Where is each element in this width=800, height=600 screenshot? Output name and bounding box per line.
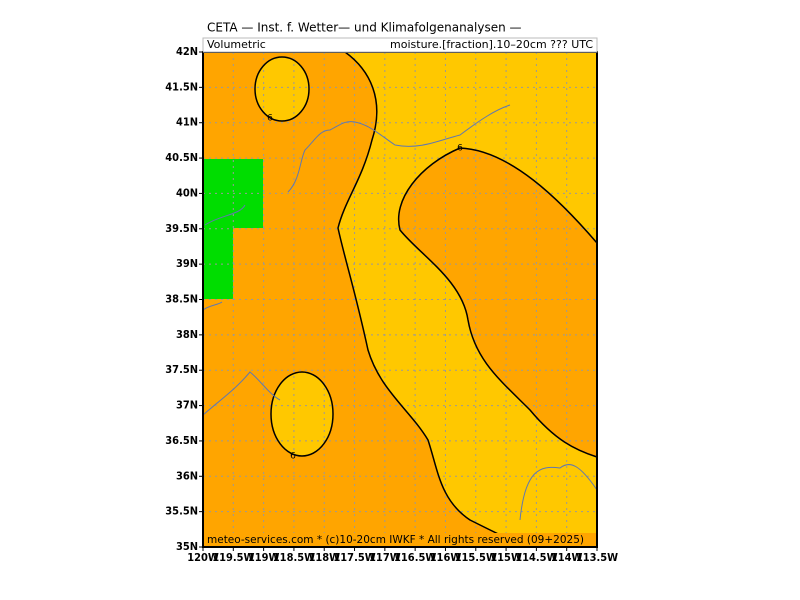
footer: meteo-services.com * (c)10-20cm IWKF * A…: [207, 534, 584, 546]
map-title: CETA — Inst. f. Wetter— und Klimafolgena…: [207, 21, 522, 35]
y-tick-label: 41N: [176, 116, 198, 129]
river: [202, 371, 281, 416]
x-tick-label: 115W: [490, 551, 522, 564]
rivers: [202, 104, 598, 521]
field-yellow-blob: [255, 57, 309, 121]
x-tick-label: 113.5W: [576, 551, 618, 564]
x-tick-label: 120W: [187, 551, 219, 564]
contour-label: 6: [290, 452, 296, 462]
y-tick-label: 39.5N: [165, 222, 198, 235]
y-tick-label: 36N: [176, 469, 198, 482]
footer-box: [204, 533, 596, 546]
y-tick-label: 41.5N: [165, 80, 198, 93]
river: [202, 301, 223, 311]
y-tick-label: 40.5N: [165, 151, 198, 164]
contours: [254, 51, 598, 548]
field-yellow: [338, 52, 597, 547]
y-tick-label: 36.5N: [165, 434, 198, 447]
y-tick-label: 38N: [176, 328, 198, 341]
x-tick-label: 116.5W: [394, 551, 436, 564]
contour-line: [397, 147, 598, 458]
subtitle-box: [202, 37, 598, 53]
fields: [203, 52, 597, 547]
contour-line: [337, 51, 531, 548]
subtitle: moisture.[fraction].10–20cm ??? UTC: [390, 38, 593, 51]
x-tick-label: 118.5W: [273, 551, 315, 564]
y-tick-label: 40N: [176, 186, 198, 199]
river: [519, 464, 598, 521]
contour-label: 6: [457, 144, 463, 154]
x-tick-label: 118W: [308, 551, 340, 564]
y-tick-label: 35.5N: [165, 505, 198, 518]
x-tick-label: 117W: [369, 551, 401, 564]
x-tick-label: 115.5W: [455, 551, 497, 564]
contour-line: [270, 371, 334, 457]
y-tick-label: 38.5N: [165, 293, 198, 306]
contour-label: 6: [267, 114, 273, 124]
x-tick-label: 117.5W: [333, 551, 375, 564]
x-tick-label: 116W: [430, 551, 462, 564]
river: [204, 204, 246, 226]
x-tick-label: 119W: [248, 551, 280, 564]
field-yellow-blob: [271, 372, 333, 456]
x-tick-label: 119.5W: [212, 551, 254, 564]
river: [287, 104, 511, 193]
y-tick-label: 37.5N: [165, 363, 198, 376]
y-tick-label: 42N: [176, 45, 198, 58]
x-tick-label: 114W: [551, 551, 583, 564]
y-tick-label: 37N: [176, 399, 198, 412]
subtitle: Volumetric: [207, 38, 266, 51]
y-tick-label: 35N: [176, 540, 198, 553]
x-tick-label: 114.5W: [515, 551, 557, 564]
y-tick-label: 39N: [176, 257, 198, 270]
contour-line: [254, 56, 310, 122]
